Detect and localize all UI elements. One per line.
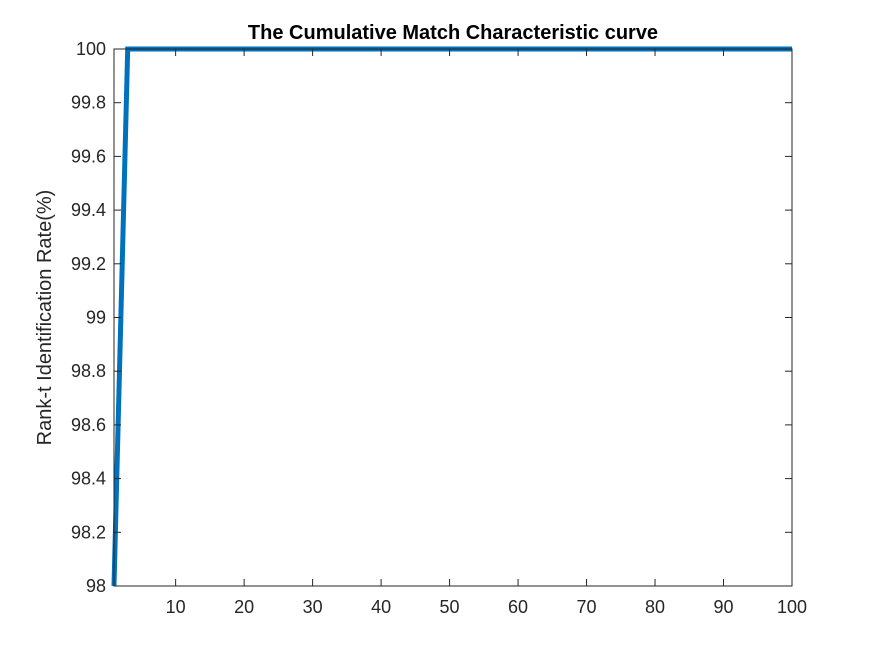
x-tick-label: 80	[645, 597, 665, 617]
y-tick-label: 99.8	[71, 93, 106, 113]
y-tick-label: 99.2	[71, 254, 106, 274]
x-tick-label: 20	[234, 597, 254, 617]
x-tick-label: 30	[303, 597, 323, 617]
y-tick-label: 98.8	[71, 361, 106, 381]
y-tick-label: 98	[86, 576, 106, 596]
x-tick-label: 70	[577, 597, 597, 617]
y-tick-label: 98.2	[71, 522, 106, 542]
plot-area	[114, 49, 792, 586]
y-tick-label: 99.4	[71, 200, 106, 220]
x-tick-label: 90	[713, 597, 733, 617]
y-tick-label: 99.6	[71, 146, 106, 166]
y-axis: 98 98.2 98.4 98.6 98.8 99 99.2 99.4 99.6 99.8 100	[71, 39, 792, 596]
x-tick-label: 100	[777, 597, 807, 617]
chart-title: The Cumulative Match Characteristic curv…	[248, 22, 658, 44]
x-tick-label: 10	[166, 597, 186, 617]
y-tick-label: 98.6	[71, 415, 106, 435]
x-tick-label: 60	[508, 597, 528, 617]
y-axis-label: Rank-t Identification Rate(%)	[34, 190, 56, 446]
x-axis: 10 20 30 40 50 60 70 80 90 100	[166, 49, 807, 617]
y-tick-label: 100	[76, 39, 106, 59]
x-tick-label: 50	[440, 597, 460, 617]
y-tick-label: 98.4	[71, 469, 106, 489]
y-tick-label: 99	[86, 308, 106, 328]
x-tick-label: 40	[371, 597, 391, 617]
